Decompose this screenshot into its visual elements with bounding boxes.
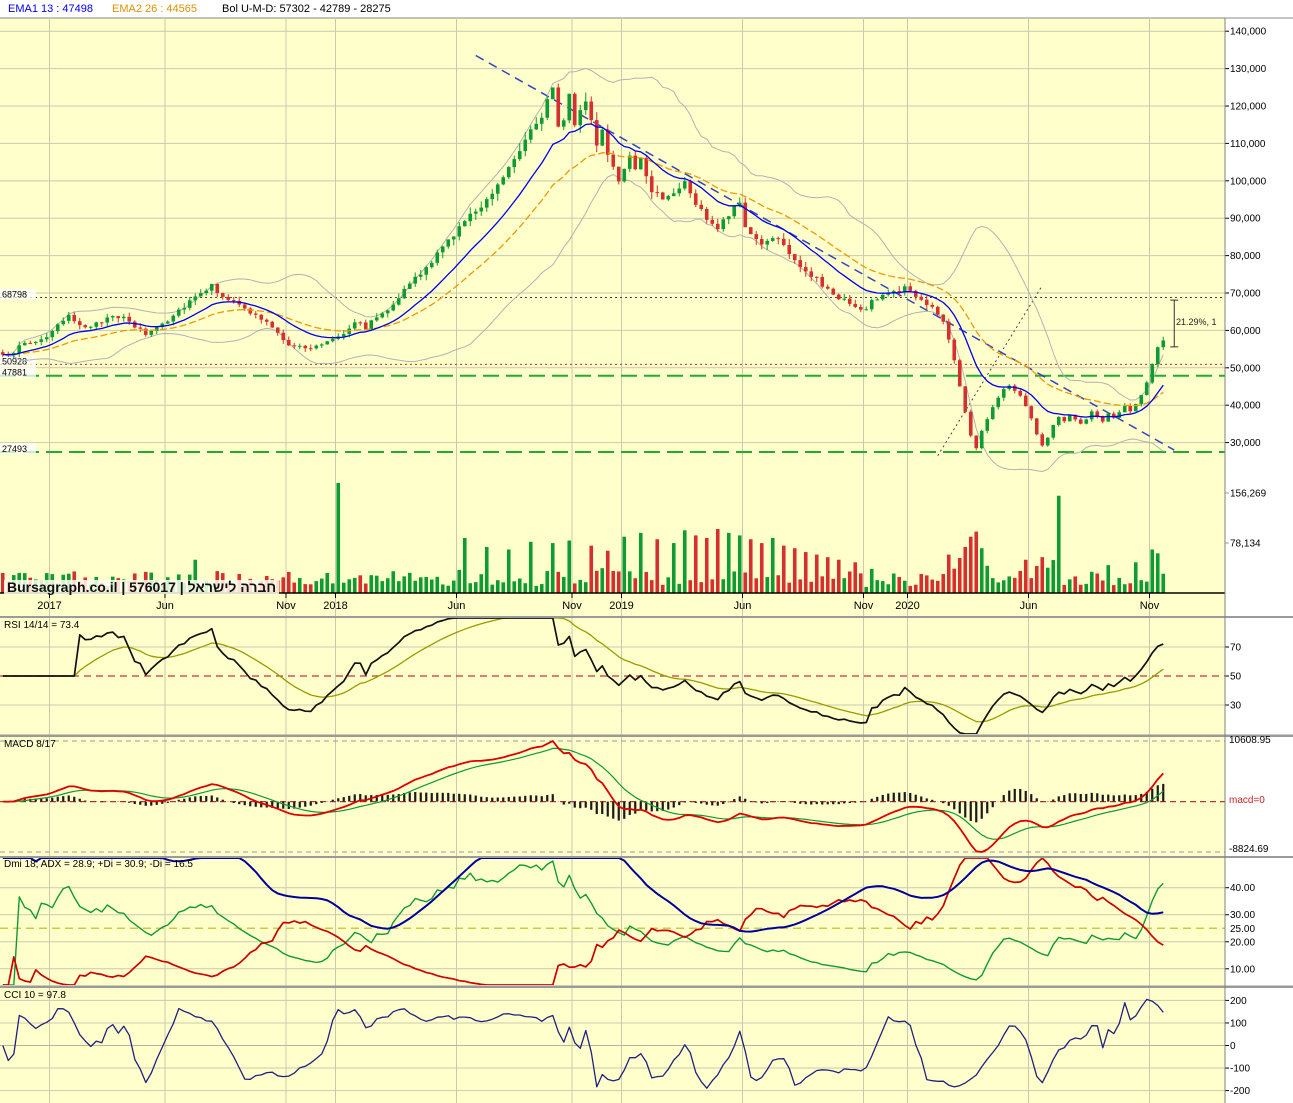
dmi-dash-axis-label: 25.00 (1230, 924, 1255, 935)
price-axis-label: 80,000 (1230, 251, 1261, 262)
price-axis-label: 50,000 (1230, 363, 1261, 374)
x-axis-label: Nov (562, 600, 582, 612)
ema2-header-label: EMA2 26 : 44565 (112, 3, 198, 15)
price-axis-label: 110,000 (1230, 139, 1266, 150)
rsi-axis-label: 70 (1230, 643, 1242, 654)
x-axis-label: 2020 (895, 600, 919, 612)
rsi-panel-label: RSI 14/14 = 73.4 (4, 620, 80, 631)
dmi-axis-label: 40.00 (1230, 883, 1255, 894)
cci-axis-label: 200 (1230, 996, 1247, 1007)
price-axis-label: 60,000 (1230, 326, 1261, 337)
x-axis-label: Jun (156, 600, 174, 612)
price-ref-label: 47881 (2, 368, 27, 378)
price-axis-label: 70,000 (1230, 289, 1261, 300)
ema1-header-label: EMA1 13 : 47498 (8, 3, 94, 15)
bollinger-header-label: Bol U-M-D: 57302 - 42789 - 28275 (222, 3, 391, 15)
x-axis-label: Nov (276, 600, 296, 612)
measure-annotation: 21.29%, 1 (1176, 317, 1217, 327)
price-axis-label: 100,000 (1230, 176, 1267, 187)
volume-axis-label: 156,269 (1230, 488, 1267, 499)
cci-axis-label: 100 (1230, 1018, 1247, 1029)
dmi-axis-label: 10.00 (1230, 964, 1255, 975)
dmi-panel-label: Dmi 18; ADX = 28.9; +Di = 30.9; -Di = 16… (4, 859, 193, 870)
x-axis-label: Nov (1140, 600, 1160, 612)
x-axis-label: Jun (1020, 600, 1038, 612)
macd-max-axis-label: 10608.95 (1229, 735, 1271, 746)
cci-axis-label: 0 (1230, 1041, 1236, 1052)
x-axis-label: Jun (734, 600, 752, 612)
price-axis-label: 140,000 (1230, 27, 1267, 38)
dmi-axis-label: 20.00 (1230, 937, 1255, 948)
watermark: Bursagraph.co.il | 576017 | חברה לישראל (4, 580, 280, 594)
cci-axis-label: -100 (1230, 1064, 1250, 1075)
price-axis-label: 130,000 (1230, 64, 1267, 75)
x-axis-label: 2019 (609, 600, 633, 612)
price-axis-label: 40,000 (1230, 401, 1261, 412)
macd-panel-label: MACD 8/17 (4, 739, 56, 750)
price-axis-label: 90,000 (1230, 214, 1261, 225)
macd-zero-axis-label: macd=0 (1229, 795, 1265, 806)
price-ref-label: 50928 (2, 356, 27, 366)
rsi-axis-label: 30 (1230, 701, 1242, 712)
volume-axis-label: 78,134 (1230, 539, 1261, 550)
dmi-axis-label: 30.00 (1230, 910, 1255, 921)
price-ref-label: 68798 (2, 290, 27, 300)
x-axis-label: Nov (854, 600, 874, 612)
price-axis-label: 30,000 (1230, 438, 1261, 449)
cci-axis-label: -200 (1230, 1086, 1250, 1097)
price-axis-label: 120,000 (1230, 102, 1267, 113)
rsi-axis-label: 50 (1230, 672, 1242, 683)
price-ref-label: 27493 (2, 444, 27, 454)
x-axis-label: Jun (448, 600, 466, 612)
x-axis-label: 2018 (323, 600, 347, 612)
macd-min-axis-label: -8824.69 (1229, 844, 1269, 855)
x-axis-label: 2017 (37, 600, 61, 612)
cci-panel-label: CCI 10 = 97.8 (4, 990, 66, 1001)
